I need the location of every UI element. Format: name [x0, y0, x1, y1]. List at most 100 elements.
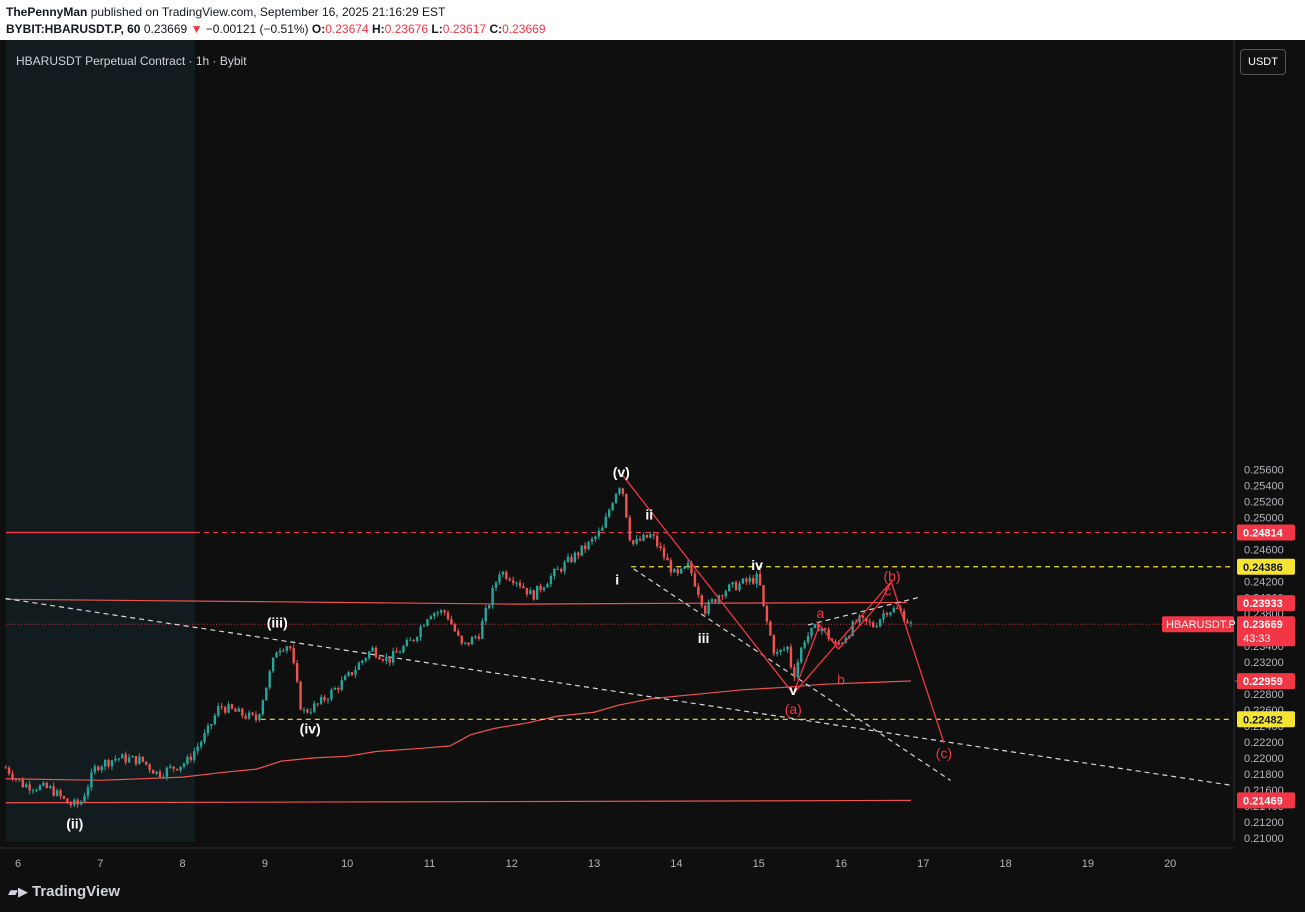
candle-body	[741, 578, 745, 584]
candle-body	[237, 708, 241, 712]
candle-body	[813, 624, 817, 628]
candle-body	[49, 786, 52, 788]
candle-body	[412, 639, 415, 641]
candle-body	[494, 582, 498, 588]
candle-body	[234, 708, 237, 712]
candle-body	[385, 657, 388, 661]
candle-body	[731, 582, 734, 585]
candle-body	[542, 587, 546, 591]
x-tick-label: 16	[835, 858, 847, 870]
author-name[interactable]: ThePennyMan	[6, 5, 88, 19]
candle-body	[251, 712, 254, 715]
candle-body	[786, 646, 789, 650]
candle-body	[450, 619, 453, 625]
candle-body	[398, 652, 402, 654]
candle-body	[179, 766, 182, 771]
candle-body	[525, 588, 529, 595]
close-value: 0.23669	[502, 22, 546, 36]
candle-body	[330, 689, 333, 700]
candle-body	[776, 651, 779, 654]
candle-body	[508, 578, 511, 581]
candle-body	[724, 591, 727, 597]
publish-header: ThePennyMan published on TradingView.com…	[0, 0, 1305, 40]
candle-body	[851, 621, 854, 636]
session-shade	[6, 40, 195, 842]
candle-body	[474, 636, 477, 638]
candle-body	[97, 766, 100, 771]
candle-body	[4, 767, 7, 769]
x-tick-label: 20	[1164, 858, 1176, 870]
candle-body	[511, 580, 515, 584]
candle-body	[529, 590, 532, 595]
candle-body	[66, 798, 69, 804]
candle-body	[700, 595, 703, 606]
candle-body	[220, 706, 223, 708]
candle-body	[169, 766, 172, 768]
price-label-box	[1237, 558, 1295, 575]
candle-body	[117, 758, 121, 760]
candle-body	[796, 662, 799, 678]
candle-body	[748, 577, 751, 582]
y-tick-label: 0.25200	[1244, 497, 1284, 509]
footer: ▰▶ TradingView	[0, 872, 1305, 912]
candle-body	[361, 660, 364, 663]
candle-body	[522, 586, 525, 589]
candle-body	[391, 650, 395, 663]
ohlc-line: BYBIT:HBARUSDT.P, 60 0.23669 ▼ −0.00121 …	[6, 22, 546, 36]
candle-body	[42, 782, 45, 786]
candle-body	[680, 568, 683, 574]
candle-body	[86, 787, 90, 796]
candle-body	[158, 771, 162, 778]
candle-body	[861, 615, 865, 618]
candle-body	[367, 651, 371, 659]
candle-body	[189, 756, 193, 760]
candle-body	[669, 560, 673, 573]
currency-button[interactable]: USDT	[1240, 49, 1286, 75]
candle-body	[546, 584, 549, 588]
price-chart[interactable]: 0.256000.254000.252000.250000.248000.246…	[0, 40, 1305, 872]
candle-body	[902, 610, 906, 622]
y-tick-label: 0.25400	[1244, 481, 1284, 493]
candle-body	[841, 642, 844, 645]
candle-body	[501, 571, 505, 575]
tradingview-logo[interactable]: ▰▶ TradingView	[8, 883, 120, 900]
logo-text: TradingView	[32, 883, 121, 900]
x-tick-label: 12	[506, 858, 518, 870]
candle-body	[868, 621, 872, 623]
wave-label: (iv)	[300, 720, 321, 736]
trendline-dashed	[807, 596, 921, 626]
vwap-line	[5, 680, 911, 781]
candle-body	[443, 610, 446, 613]
wave-label: (ii)	[66, 816, 83, 832]
price-label-text: 0.21469	[1243, 795, 1283, 807]
candle-body	[553, 568, 556, 577]
price-label-box	[1237, 711, 1295, 728]
chart-area[interactable]: 0.256000.254000.252000.250000.248000.246…	[0, 40, 1305, 872]
candle-body	[203, 733, 206, 743]
candle-body	[477, 636, 481, 639]
candle-body	[457, 631, 460, 636]
candle-body	[714, 599, 717, 603]
candle-body	[645, 534, 649, 538]
candle-body	[343, 675, 347, 681]
candle-body	[566, 556, 570, 562]
candle-body	[419, 626, 422, 638]
candle-body	[666, 557, 669, 561]
candle-body	[573, 552, 577, 563]
y-tick-label: 0.23200	[1244, 657, 1284, 669]
wave-label: (b)	[883, 568, 900, 584]
candle-body	[436, 612, 439, 614]
candle-body	[704, 605, 707, 614]
candle-body	[121, 754, 124, 759]
wave-label: iv	[751, 557, 763, 573]
candle-body	[405, 639, 409, 647]
low-label: L:	[431, 22, 443, 36]
price-label-box	[1237, 616, 1295, 647]
candle-body	[559, 568, 563, 572]
candle-body	[738, 583, 741, 591]
candle-body	[789, 646, 793, 668]
candle-body	[460, 635, 463, 644]
last-price: 0.23669	[143, 22, 188, 36]
candle-body	[429, 616, 433, 620]
candle-body	[793, 667, 796, 678]
